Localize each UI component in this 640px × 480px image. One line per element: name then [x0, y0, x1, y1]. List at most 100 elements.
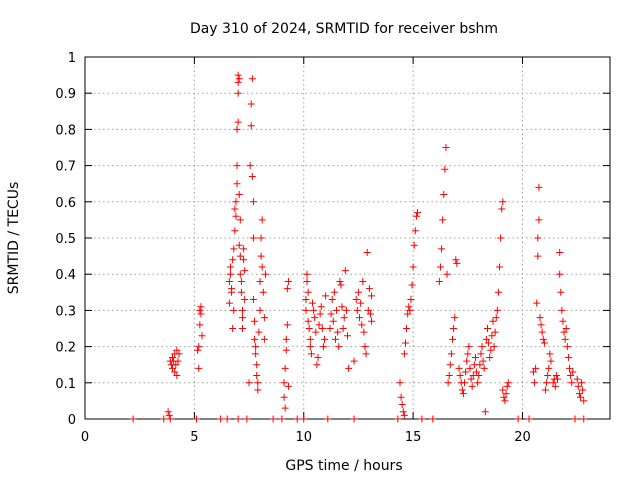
data-point: [340, 314, 348, 322]
data-point: [543, 379, 551, 387]
data-point: [252, 350, 260, 358]
data-point: [197, 303, 205, 311]
data-point: [217, 415, 225, 423]
data-point: [330, 288, 338, 296]
data-point: [283, 285, 291, 293]
data-point: [324, 415, 332, 423]
data-point: [533, 299, 541, 307]
data-point: [253, 361, 261, 369]
data-point: [500, 393, 508, 401]
data-point: [499, 198, 507, 206]
data-point: [231, 227, 239, 235]
data-point: [239, 306, 246, 314]
data-point: [435, 277, 443, 285]
data-point: [365, 285, 373, 293]
data-point: [282, 335, 290, 343]
data-point: [280, 379, 288, 387]
data-point: [258, 216, 266, 224]
data-point: [480, 364, 488, 372]
data-point: [409, 263, 417, 271]
y-tick-label: 0.5: [55, 232, 76, 247]
data-point: [556, 270, 564, 278]
data-point: [251, 317, 259, 325]
data-point: [261, 270, 269, 278]
data-point: [231, 205, 239, 213]
data-point: [235, 191, 243, 199]
x-tick-label: 20: [514, 430, 531, 445]
data-point: [429, 415, 437, 423]
data-point: [234, 89, 242, 97]
data-point: [491, 328, 499, 336]
data-point: [232, 212, 240, 220]
data-point: [245, 379, 253, 387]
data-point: [306, 335, 314, 343]
data-point: [486, 353, 494, 361]
data-point: [350, 357, 358, 365]
data-point: [339, 325, 347, 332]
x-tick-label: 5: [190, 430, 198, 445]
data-point: [337, 281, 345, 289]
data-point: [310, 306, 318, 314]
data-point: [314, 353, 322, 361]
data-point: [194, 346, 202, 354]
data-point: [465, 343, 473, 351]
data-point: [169, 364, 176, 372]
data-point: [368, 317, 376, 325]
data-point: [406, 306, 414, 314]
data-point: [499, 386, 507, 394]
grid-lines: [85, 57, 610, 419]
data-point: [230, 245, 238, 253]
data-point: [568, 379, 576, 387]
data-point: [358, 321, 366, 329]
x-tick-label: 0: [81, 430, 89, 445]
data-point: [545, 364, 553, 372]
data-point: [345, 364, 353, 372]
data-point: [479, 357, 487, 365]
data-point: [249, 198, 257, 206]
data-point: [233, 180, 241, 188]
data-point: [549, 379, 557, 387]
data-point: [405, 303, 413, 311]
data-point: [578, 379, 586, 387]
data-point: [172, 361, 180, 369]
data-point: [404, 310, 412, 318]
data-point: [478, 343, 486, 351]
data-point: [129, 415, 137, 423]
data-point: [485, 339, 493, 347]
data-point: [233, 125, 241, 133]
data-point: [173, 346, 181, 354]
data-point: [449, 335, 456, 343]
data-point: [477, 350, 485, 358]
data-point: [166, 415, 174, 423]
data-point: [438, 245, 446, 253]
data-point: [468, 382, 476, 390]
data-point: [573, 375, 581, 383]
data-point: [571, 415, 579, 423]
data-point: [546, 350, 554, 358]
data-point: [235, 75, 243, 83]
data-point: [252, 343, 260, 351]
data-point: [410, 241, 418, 249]
data-point: [318, 325, 326, 332]
data-point: [541, 386, 549, 394]
data-point: [282, 346, 290, 354]
y-tick-label: 0.1: [55, 377, 76, 392]
data-point: [487, 346, 495, 354]
data-point: [315, 321, 323, 329]
data-point: [559, 317, 567, 325]
data-point: [356, 314, 364, 322]
data-point: [397, 393, 405, 401]
data-point: [575, 390, 583, 398]
data-point: [322, 292, 330, 300]
data-point: [317, 303, 325, 311]
x-axis-ticks: 0 5 10 15 20: [81, 57, 531, 445]
data-point: [284, 382, 292, 390]
data-point: [368, 292, 376, 300]
data-point: [316, 310, 324, 318]
data-point: [293, 415, 301, 423]
data-point: [398, 401, 406, 409]
data-point: [226, 263, 234, 271]
data-point: [336, 277, 344, 285]
data-point: [536, 314, 544, 322]
